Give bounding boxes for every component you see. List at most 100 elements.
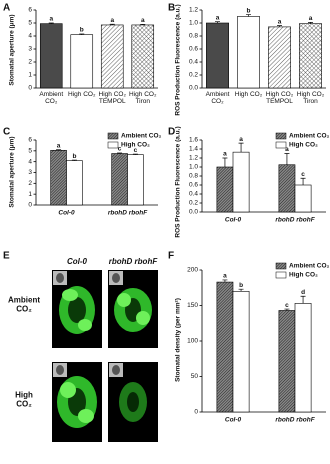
y-tick-label: 2	[28, 180, 32, 187]
x-tick-label: Ambient CO₂	[39, 91, 63, 105]
y-tick-label: 0.6	[189, 182, 198, 189]
error-bar	[284, 153, 290, 165]
error-bar	[71, 159, 77, 161]
panel-letter: F	[168, 251, 174, 262]
error-bar	[56, 149, 62, 151]
significance-letter: c	[134, 147, 138, 154]
y-tick-label: 0.4	[189, 59, 198, 66]
x-tick-label: rbohD rbohF	[108, 210, 148, 217]
bar	[232, 290, 250, 413]
legend-label: Ambient CO₂	[121, 133, 162, 140]
error-bar	[109, 23, 115, 25]
row-label: High CO₂	[15, 391, 33, 409]
significance-letter: a	[216, 14, 220, 21]
bar	[127, 154, 144, 206]
y-tick-label: 1.2	[189, 155, 198, 162]
error-bar	[308, 22, 313, 24]
bar	[268, 26, 291, 89]
x-tick-label: Col-0	[225, 217, 242, 224]
y-tick-label: 1	[28, 191, 32, 198]
significance-letter: c	[285, 302, 289, 309]
y-tick-label: 1.4	[189, 146, 198, 153]
panel-letter: A	[3, 3, 10, 14]
y-tick-label: 6	[28, 7, 32, 14]
error-bar	[215, 21, 220, 23]
micrographs	[52, 270, 158, 442]
bar	[294, 184, 312, 213]
y-tick-label: 0	[28, 85, 32, 92]
significance-letter: a	[309, 15, 313, 22]
y-tick-label: 2	[28, 59, 32, 66]
y-tick-label: 0.2	[189, 200, 198, 207]
y-tick-label: 150	[187, 302, 198, 309]
y-tick-label: 1.0	[189, 164, 198, 171]
y-axis-label: ROS Production Fluorescence (a.u.)	[175, 4, 182, 115]
x-tick-label: High CO₂	[68, 91, 96, 98]
significance-letter: b	[247, 7, 251, 14]
legend-swatch	[275, 271, 287, 279]
x-tick-label: High CO₂ Tiron	[129, 91, 157, 105]
x-tick-label: rbohD rbohF	[275, 417, 315, 424]
significance-letter: b	[239, 282, 243, 289]
bar	[237, 16, 260, 89]
x-tick-label: High CO₂	[235, 91, 263, 98]
bar	[111, 153, 128, 206]
y-tick-label: 1	[28, 72, 32, 79]
y-tick-label: 50	[191, 373, 199, 380]
significance-letter: a	[49, 16, 53, 23]
error-bar	[79, 33, 85, 35]
y-tick-label: 0.0	[189, 209, 198, 216]
error-bar	[300, 177, 306, 185]
legend-label: Ambient CO₂	[289, 263, 330, 270]
y-tick-label: 4	[28, 158, 32, 165]
error-bar	[222, 157, 228, 167]
legend-swatch	[275, 262, 287, 270]
y-tick-label: 5	[28, 20, 32, 27]
x-tick-label: rbohD rbohF	[275, 217, 315, 224]
significance-letter: b	[80, 27, 84, 34]
significance-letter: a	[223, 151, 227, 158]
y-tick-label: 0.8	[189, 173, 198, 180]
x-tick-label: Col-0	[58, 210, 75, 217]
y-tick-label: 0	[28, 202, 32, 209]
legend-label: High CO₂	[289, 272, 318, 279]
bar	[100, 24, 124, 89]
y-tick-label: 5	[28, 148, 32, 155]
legend-swatch	[275, 141, 287, 149]
y-tick-label: 1.0	[189, 20, 198, 27]
legend-label: Ambient CO₂	[289, 133, 330, 140]
significance-letter: c	[301, 171, 305, 178]
legend-label: High CO₂	[121, 142, 150, 149]
y-axis-label: Stomatal aperture (μm)	[9, 136, 16, 207]
y-tick-label: 0.0	[189, 85, 198, 92]
bar	[278, 164, 296, 213]
significance-letter: a	[285, 146, 289, 153]
bar	[70, 34, 94, 89]
y-tick-label: 100	[187, 338, 198, 345]
error-bar	[238, 142, 244, 153]
x-tick-label: Col-0	[225, 417, 242, 424]
bar	[216, 166, 234, 213]
significance-letter: b	[72, 153, 76, 160]
y-tick-label: 4	[28, 33, 32, 40]
significance-letter: d	[301, 289, 305, 296]
column-label: rbohD rbohF	[109, 257, 159, 266]
error-bar	[48, 22, 54, 24]
bar	[216, 281, 234, 413]
y-tick-label: 0.2	[189, 72, 198, 79]
y-tick-label: 0.4	[189, 191, 198, 198]
legend-swatch	[107, 132, 119, 140]
bar	[206, 22, 229, 89]
error-bar	[140, 23, 146, 25]
significance-letter: a	[57, 142, 61, 149]
y-tick-label: 3	[28, 46, 32, 53]
x-tick-label: High CO₂ Tiron	[297, 91, 325, 105]
row-label: Ambient CO₂	[8, 296, 40, 314]
significance-letter: c	[118, 146, 122, 153]
y-tick-label: 0.6	[189, 46, 198, 53]
y-tick-label: 3	[28, 169, 32, 176]
bar	[66, 160, 83, 206]
bar	[294, 303, 312, 413]
y-tick-label: 6	[28, 137, 32, 144]
legend-label: High CO₂	[289, 142, 318, 149]
